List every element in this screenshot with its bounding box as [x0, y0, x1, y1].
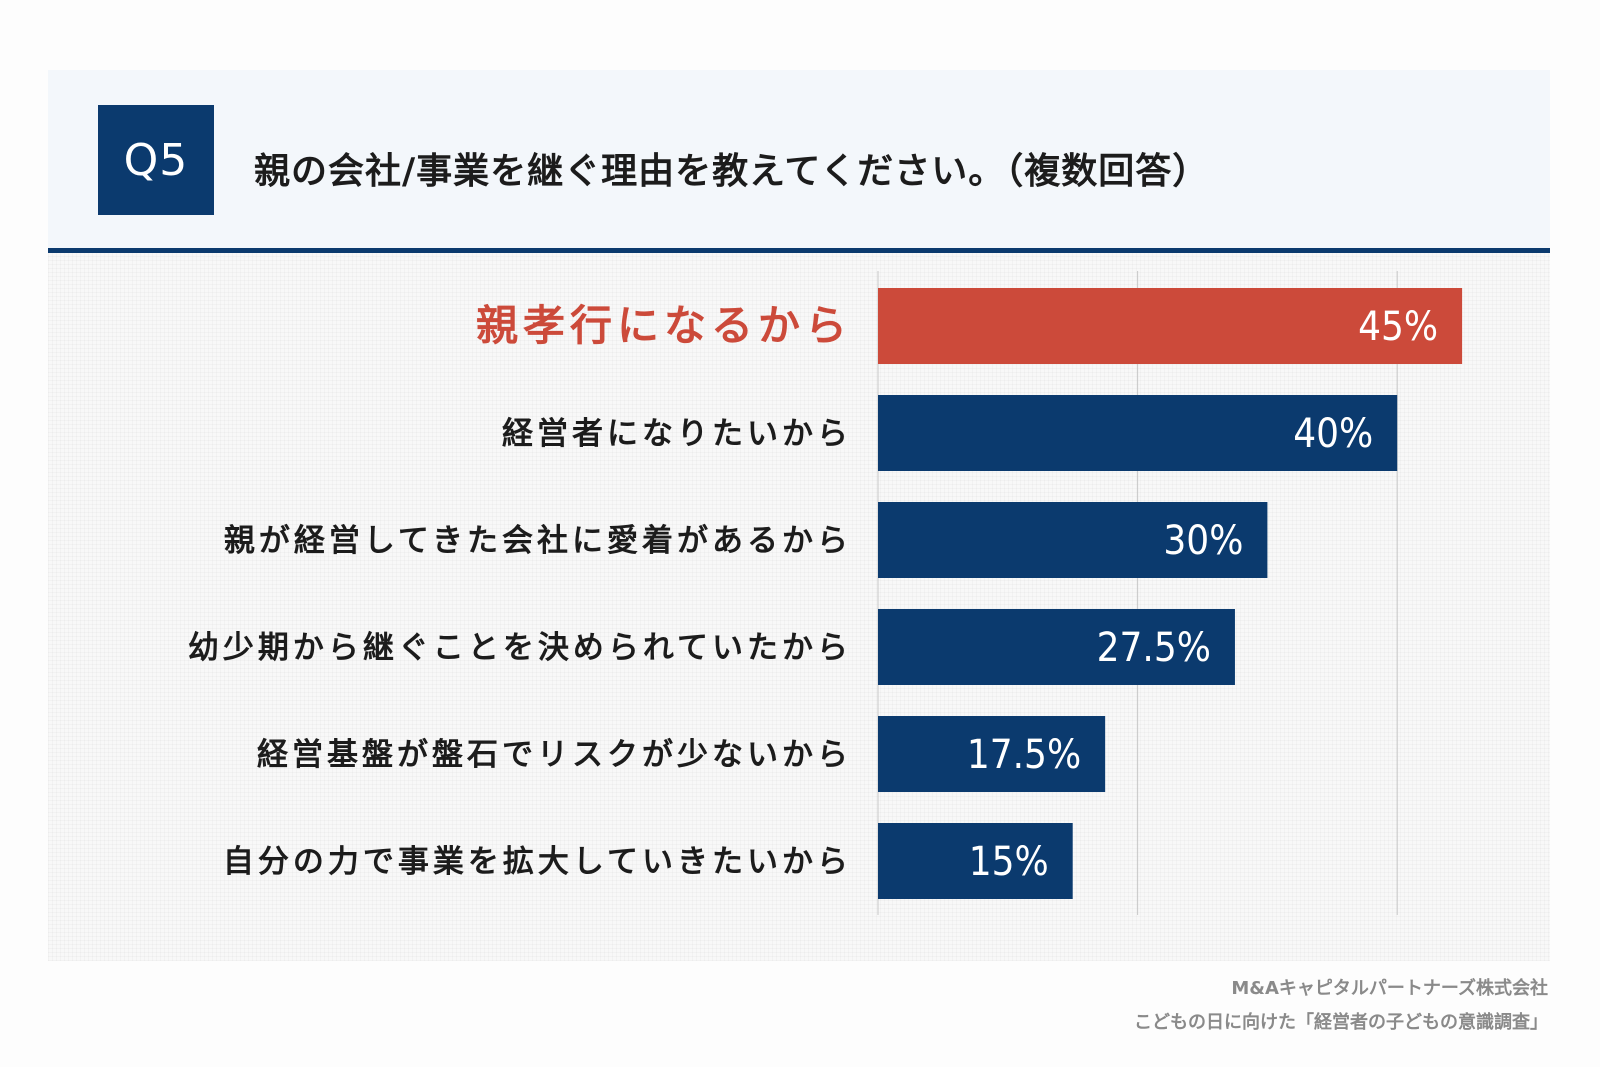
question-title: 親の会社/事業を継ぐ理由を教えてください。（複数回答）	[254, 151, 1210, 192]
bar-chart: 45% 親孝行になるから 40% 経営者になりたいから 30% 親が経営してきた会社に愛着…	[188, 271, 1463, 915]
value-label-2: 30%	[1163, 518, 1243, 564]
footer-survey-title: こどもの日に向けた「経営者の子どもの意識調査」	[1134, 1012, 1548, 1033]
header-divider	[48, 248, 1550, 253]
category-label-4: 経営基盤が盤石でリスクが少ないから	[257, 737, 852, 773]
category-label-2: 親が経営してきた会社に愛着があるから	[224, 523, 852, 559]
bar-5	[878, 823, 1073, 899]
footer-company: M&Aキャピタルパートナーズ株式会社	[1231, 978, 1548, 999]
value-label-4: 17.5%	[967, 732, 1081, 778]
bar-3	[878, 609, 1235, 685]
category-label-1: 経営者になりたいから	[502, 416, 852, 452]
bar-2	[878, 502, 1268, 578]
bar-0	[878, 288, 1463, 364]
category-label-3: 幼少期から継ぐことを決められていたから	[188, 630, 852, 666]
category-label-0: 親孝行になるから	[476, 301, 852, 350]
bar-1	[878, 395, 1398, 471]
value-label-5: 15%	[969, 839, 1049, 885]
value-label-1: 40%	[1293, 411, 1373, 457]
category-label-5: 自分の力で事業を拡大していきたいから	[223, 844, 852, 880]
header-panel	[48, 70, 1550, 248]
source-footer: M&Aキャピタルパートナーズ株式会社 こどもの日に向けた「経営者の子どもの意識調…	[1134, 972, 1548, 1040]
value-label-3: 27.5%	[1097, 625, 1211, 671]
question-number-badge: Q5	[98, 105, 214, 215]
bar-4	[878, 716, 1106, 792]
chart-panel: 45% 親孝行になるから 40% 経営者になりたいから 30% 親が経営してきた会社に愛着…	[48, 253, 1550, 961]
value-label-0: 45%	[1358, 304, 1438, 350]
